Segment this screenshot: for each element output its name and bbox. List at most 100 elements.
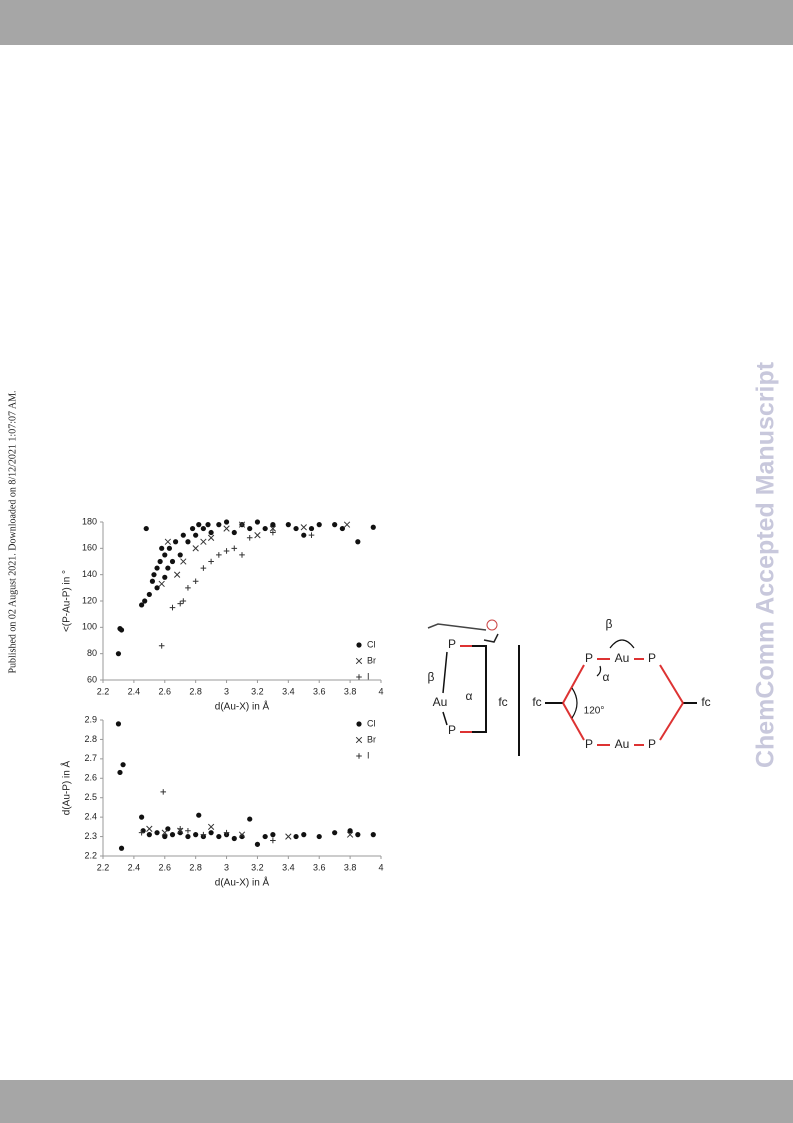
scheme-label: P — [585, 651, 593, 665]
point — [216, 833, 222, 840]
point — [180, 598, 187, 604]
legend-label: I — [367, 750, 370, 760]
point — [270, 837, 276, 844]
x-tick-label: 3.4 — [282, 862, 295, 872]
point — [138, 829, 145, 836]
point — [177, 826, 184, 832]
point — [169, 604, 176, 611]
point — [207, 823, 215, 831]
bond — [562, 658, 684, 746]
point — [158, 642, 165, 649]
point — [142, 598, 148, 604]
angle-arc — [571, 687, 578, 719]
x-tick-label: 2.2 — [97, 686, 110, 696]
point — [223, 519, 230, 525]
point — [151, 572, 157, 578]
point — [316, 522, 322, 528]
y-tick-label: 60 — [87, 674, 97, 684]
y-tick-label: 2.9 — [84, 714, 97, 724]
bond — [460, 645, 487, 733]
x-tick-label: 2.6 — [159, 686, 172, 696]
point — [343, 521, 351, 528]
point — [139, 602, 145, 608]
point — [347, 828, 353, 834]
point — [205, 522, 211, 528]
point — [370, 524, 376, 530]
point — [293, 525, 299, 532]
point — [246, 535, 253, 541]
point — [193, 832, 199, 838]
point — [301, 532, 307, 538]
legend-label: Br — [367, 734, 376, 744]
x-tick-label: 3.6 — [313, 686, 326, 696]
y-tick-label: 180 — [82, 516, 97, 526]
point — [200, 831, 207, 838]
legend-marker — [356, 674, 362, 680]
point — [308, 525, 315, 532]
point — [146, 825, 153, 832]
x-tick-label: 4 — [378, 862, 383, 872]
legend-marker — [356, 753, 362, 759]
x-tick-label: 3.8 — [344, 686, 357, 696]
point — [162, 574, 168, 580]
y-tick-label: 140 — [82, 569, 97, 579]
y-axis-label: d(Au-P) in Å — [60, 760, 73, 815]
point — [208, 529, 214, 536]
x-tick-label: 2.8 — [189, 862, 202, 872]
point — [254, 841, 261, 847]
bond — [442, 651, 448, 726]
point — [165, 565, 171, 571]
point — [346, 831, 354, 838]
point — [169, 558, 176, 565]
point — [146, 591, 152, 598]
point — [300, 524, 307, 531]
legend-marker — [355, 657, 363, 665]
scheme-label: α — [603, 670, 610, 684]
point — [254, 519, 261, 525]
point — [223, 548, 230, 554]
scheme — [427, 619, 697, 756]
point — [189, 525, 196, 532]
y-tick-label: 2.8 — [84, 734, 97, 744]
point — [269, 525, 277, 532]
point — [185, 539, 191, 545]
point — [355, 832, 361, 838]
point — [200, 565, 207, 571]
point — [270, 832, 276, 838]
x-tick-label: 3 — [224, 686, 229, 696]
x-tick-label: 2.2 — [97, 862, 110, 872]
y-tick-label: 160 — [82, 543, 97, 553]
x-tick-label: 3 — [224, 862, 229, 872]
angle-arc — [609, 639, 635, 649]
point — [180, 558, 187, 565]
x-tick-label: 3.6 — [313, 862, 326, 872]
point — [158, 580, 165, 588]
point — [301, 832, 307, 838]
point — [216, 522, 222, 528]
point — [193, 532, 199, 538]
point — [223, 829, 230, 836]
x-tick-label: 4 — [378, 686, 383, 696]
point — [115, 721, 122, 727]
legend-label: Cl — [367, 639, 376, 649]
y-tick-label: 2.4 — [84, 812, 97, 822]
point — [270, 522, 276, 528]
point — [231, 529, 237, 536]
point — [332, 830, 338, 836]
legend-label: Br — [367, 655, 376, 665]
point — [164, 538, 172, 545]
point — [339, 525, 345, 532]
point — [172, 539, 179, 545]
point — [154, 565, 160, 571]
legend-label: I — [367, 671, 370, 681]
point — [177, 600, 184, 607]
y-tick-label: 2.2 — [84, 850, 97, 860]
angle-arc — [596, 665, 602, 677]
point — [208, 558, 214, 565]
point — [157, 558, 163, 565]
point — [118, 627, 125, 633]
point — [173, 571, 181, 578]
point — [370, 832, 376, 838]
point — [139, 814, 145, 820]
